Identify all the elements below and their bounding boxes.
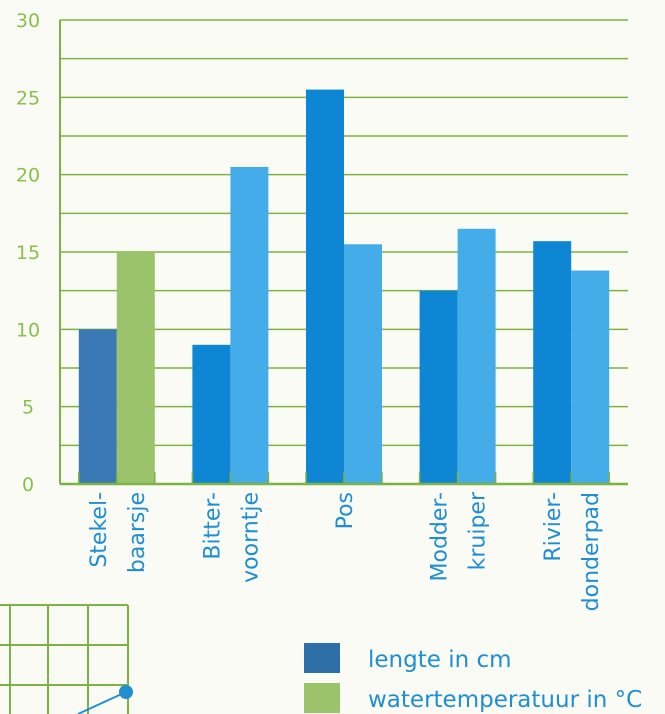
bar-length [192,344,231,484]
bar-length [78,329,117,484]
category-label: Rivier- [541,492,566,562]
legend: lengte in cm watertemperatuur in °C [304,643,642,713]
decorative-inset-grid [0,604,129,714]
bar-length [419,290,458,484]
bar-temperature [571,270,610,484]
category-label: baarsje [125,492,150,573]
decorative-line [77,691,127,714]
category-label: kruiper [466,491,491,570]
axes [59,20,628,486]
y-tick-label: 30 [16,10,40,32]
bar-length [306,89,344,484]
y-tick-label: 25 [16,87,40,109]
decorative-point [119,685,133,699]
bar-length [533,241,572,484]
category-label: Stekel- [87,492,112,568]
category-labels: Stekel-baarsje Bitter-voorntje Pos Modder-k… [87,491,604,611]
bars [78,89,610,484]
category-label: Pos [333,492,358,529]
category-label: donderpad [579,492,604,611]
category-label: Modder- [428,492,453,581]
legend-swatch [304,683,340,713]
bar-temperature [344,244,382,484]
bar-temperature [457,228,496,484]
y-tick-label: 15 [16,242,40,264]
bar-temperature [230,166,269,484]
y-tick-label: 0 [22,474,34,496]
y-tick-label: 5 [22,397,34,419]
legend-label: watertemperatuur in °C [368,687,642,713]
y-tick-label: 10 [16,319,40,341]
y-tick-label: 20 [16,165,40,187]
category-label: voorntje [238,492,263,583]
bar-temperature [116,252,155,484]
category-label: Bitter- [200,492,225,560]
legend-label: lengte in cm [368,647,512,673]
y-tick-labels: 0 5 10 15 20 25 30 [16,10,40,496]
legend-swatch [304,643,340,673]
